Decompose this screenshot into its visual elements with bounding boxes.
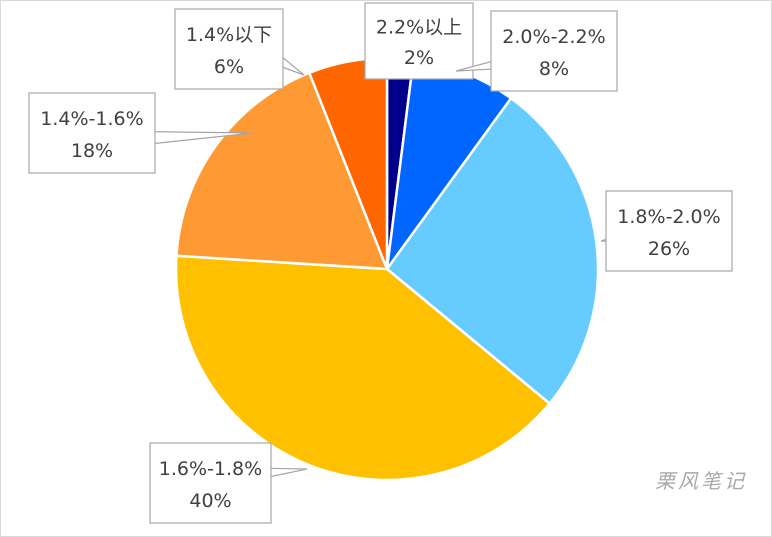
- data-label: 2.2%以上 2%: [364, 2, 474, 80]
- data-label: 2.0%-2.2% 8%: [455, 10, 618, 92]
- value-label: 26%: [648, 238, 690, 260]
- category-label: 2.2%以上: [376, 16, 462, 38]
- callout-fill: [151, 444, 270, 522]
- category-label: 2.0%-2.2%: [502, 26, 605, 48]
- value-label: 18%: [71, 140, 113, 162]
- pie-slice: [174, 254, 552, 482]
- category-label: 1.4%-1.6%: [40, 108, 143, 130]
- pie-slice: [175, 71, 389, 271]
- data-label: 1.4%-1.6% 18%: [28, 92, 254, 174]
- value-label: 2%: [404, 47, 434, 69]
- callout-fill: [492, 12, 616, 90]
- category-label: 1.8%-2.0%: [617, 206, 720, 228]
- data-label: 1.6%-1.8% 40%: [149, 442, 308, 524]
- callout-fill: [30, 94, 154, 172]
- callout-fill: [607, 192, 731, 270]
- data-label: 1.8%-2.0% 26%: [600, 190, 733, 272]
- pie-slice: [385, 96, 600, 406]
- category-label: 1.4%以下: [186, 24, 272, 46]
- data-label: 1.4%以下 6%: [174, 8, 305, 90]
- data-label-callouts: 2.2%以上 2% 2.0%-2.2% 8% 1.8%-2.0% 26% 1.6%-1.8%…: [28, 2, 733, 524]
- value-label: 40%: [189, 490, 231, 512]
- category-label: 1.6%-1.8%: [159, 458, 262, 480]
- value-label: 8%: [539, 58, 569, 80]
- callout-fill: [176, 10, 282, 88]
- pie-slices: [174, 56, 600, 482]
- value-label: 6%: [214, 56, 244, 78]
- watermark-text: 栗风笔记: [655, 469, 747, 493]
- callout-fill: [366, 4, 472, 78]
